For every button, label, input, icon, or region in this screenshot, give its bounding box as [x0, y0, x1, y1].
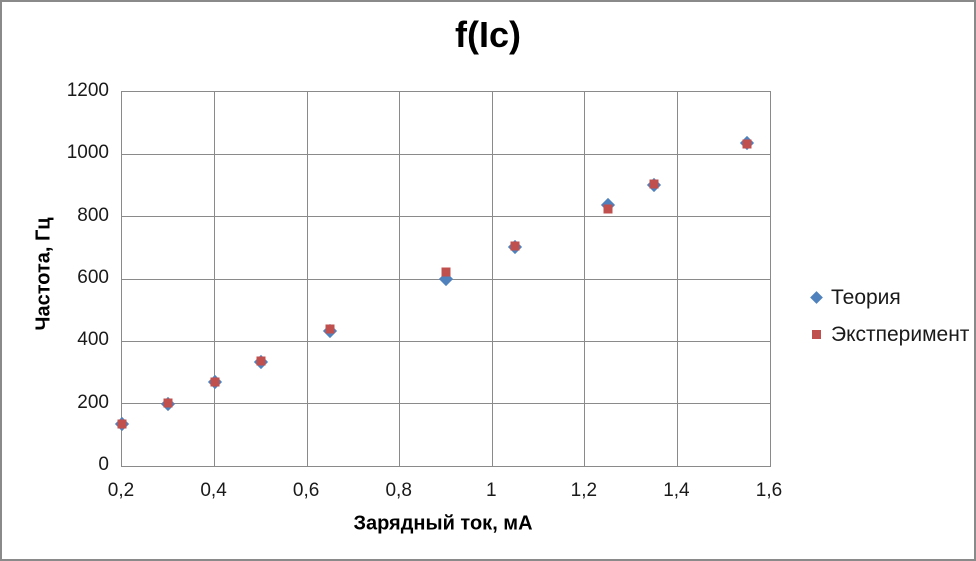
data-point-experiment	[603, 204, 613, 214]
y-tick-label: 600	[77, 267, 109, 288]
chart-title: f(Ic)	[455, 14, 521, 55]
y-tick-label: 800	[77, 204, 109, 226]
x-tick-label: 1,2	[570, 480, 598, 501]
data-point-experiment	[742, 139, 752, 149]
y-tick-label: 1200	[66, 80, 109, 101]
x-tick-label: 0,4	[200, 480, 227, 501]
legend: Теория Экстперимент	[810, 279, 972, 353]
legend-item-theory: Теория	[810, 279, 972, 316]
legend-label-theory: Теория	[831, 285, 901, 309]
data-point-experiment	[325, 324, 335, 334]
y-tick-label: 0	[98, 454, 109, 475]
data-point-experiment	[510, 241, 520, 251]
data-point-experiment	[117, 419, 127, 429]
diamond-marker-icon	[810, 291, 823, 304]
x-tick-label: 0,8	[385, 480, 412, 501]
x-tick-label: 1	[485, 480, 497, 501]
x-tick-label: 1,6	[755, 480, 783, 501]
data-point-experiment	[649, 179, 659, 189]
horizontal-gridline	[122, 403, 770, 405]
data-point-experiment	[441, 267, 451, 277]
y-tick-label: 1000	[66, 142, 109, 164]
plot-area	[114, 91, 771, 467]
data-point-experiment	[256, 356, 266, 366]
legend-label-experiment: Экстперимент	[831, 322, 970, 346]
y-axis-title: Частота, Гц	[32, 217, 55, 331]
data-point-experiment	[163, 398, 173, 408]
y-tick-label: 400	[77, 329, 109, 351]
x-tick-label: 1,4	[663, 480, 690, 501]
horizontal-gridline	[122, 340, 770, 342]
x-tick-label: 0,6	[292, 480, 320, 501]
legend-item-experiment: Экстперимент	[812, 316, 972, 353]
square-marker-icon	[812, 330, 821, 339]
data-point-experiment	[210, 377, 220, 387]
horizontal-gridline	[122, 216, 770, 218]
y-tick-label: 200	[77, 391, 109, 413]
x-tick-label: 0,2	[107, 480, 135, 501]
x-axis-title: Зарядный ток, мА	[353, 512, 533, 535]
horizontal-gridline	[122, 153, 770, 155]
